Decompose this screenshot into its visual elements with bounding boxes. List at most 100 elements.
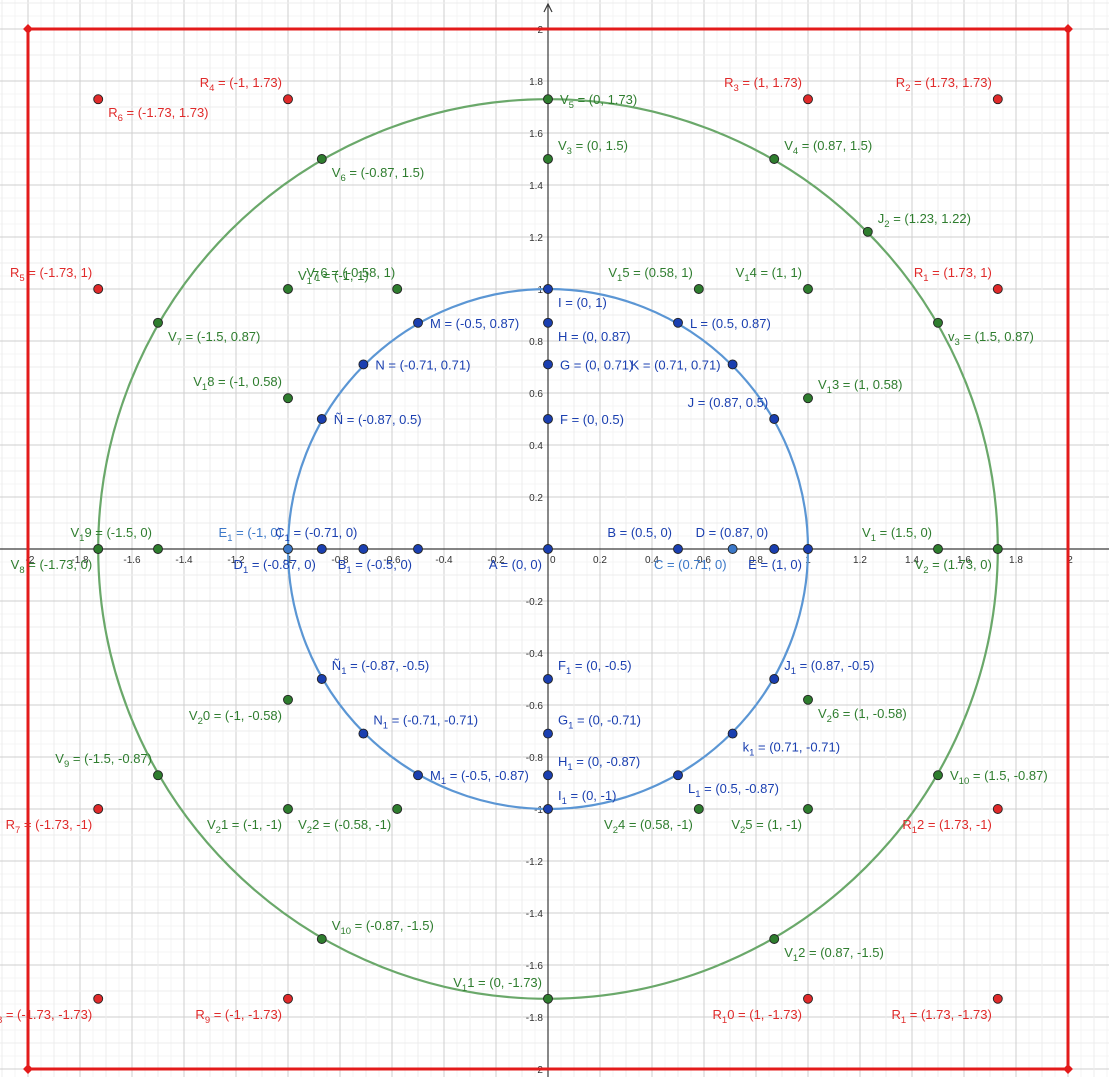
point-subscript: 1 xyxy=(315,273,320,284)
point-blue[interactable] xyxy=(316,414,327,424)
point-green[interactable] xyxy=(693,284,704,294)
point-green[interactable] xyxy=(153,544,163,554)
point-coords: = (1.5, 0) xyxy=(876,525,932,540)
point-green[interactable] xyxy=(862,226,873,237)
point-green[interactable] xyxy=(283,804,293,814)
x-tick-label: -0.8 xyxy=(331,555,349,566)
point-green[interactable] xyxy=(283,284,293,294)
point-label: V16 = (-0.58, 1) xyxy=(306,265,395,284)
point-blue[interactable] xyxy=(543,414,553,424)
point-green[interactable] xyxy=(769,934,780,944)
point-green[interactable] xyxy=(153,317,163,328)
point-blue[interactable] xyxy=(543,728,553,739)
point-blue[interactable] xyxy=(769,414,780,424)
point-blue[interactable] xyxy=(413,317,423,328)
point-blue[interactable] xyxy=(413,544,423,554)
point-subscript: 4 xyxy=(209,83,214,94)
point-blue[interactable] xyxy=(543,544,553,554)
point-blue[interactable] xyxy=(769,544,780,554)
point-blue[interactable] xyxy=(543,284,553,294)
point-blue_light[interactable] xyxy=(727,544,738,554)
point-blue[interactable] xyxy=(543,770,553,781)
point-red[interactable] xyxy=(992,993,1003,1004)
x-tick-label: -1.4 xyxy=(175,555,193,566)
point-green[interactable] xyxy=(933,544,943,554)
point-green[interactable] xyxy=(769,154,780,164)
point-green[interactable] xyxy=(392,284,403,294)
point-blue[interactable] xyxy=(543,674,553,684)
point-label: F1 = (0, -0.5) xyxy=(558,658,632,677)
point-green[interactable] xyxy=(283,694,293,705)
point-name: V xyxy=(298,817,307,832)
point-green[interactable] xyxy=(543,993,553,1004)
point-coords: = (-0.87, 0.5) xyxy=(343,412,421,427)
point-red[interactable] xyxy=(803,94,813,105)
point-blue[interactable] xyxy=(803,544,813,554)
point-red[interactable] xyxy=(992,94,1003,105)
point-red[interactable] xyxy=(93,284,104,294)
point-blue_light[interactable] xyxy=(283,544,293,554)
point-green[interactable] xyxy=(933,317,943,328)
point-green[interactable] xyxy=(316,154,327,164)
point-blue[interactable] xyxy=(673,770,683,781)
point-green[interactable] xyxy=(803,284,813,294)
point-subscript: 1 xyxy=(562,796,567,807)
point-coords: = (-1, 1.73) xyxy=(214,75,282,90)
square-vertex xyxy=(23,1064,33,1074)
point-label: D1 = (-0.87, 0) xyxy=(234,557,316,576)
point-red[interactable] xyxy=(992,804,1003,814)
x-tick-label: -1.8 xyxy=(71,555,89,566)
point-red[interactable] xyxy=(283,993,293,1004)
point-green[interactable] xyxy=(392,804,403,814)
point-blue[interactable] xyxy=(673,317,683,328)
point-green[interactable] xyxy=(803,804,813,814)
point-coords: = (0, 0.5) xyxy=(568,412,624,427)
point-label: H = (0, 0.87) xyxy=(558,329,631,344)
point-blue[interactable] xyxy=(413,770,423,781)
point-blue[interactable] xyxy=(543,804,553,814)
point-red[interactable] xyxy=(93,993,104,1004)
point-blue[interactable] xyxy=(543,317,553,328)
point-green[interactable] xyxy=(153,770,163,781)
point-red[interactable] xyxy=(93,94,104,105)
point-blue[interactable] xyxy=(727,728,738,739)
point-green[interactable] xyxy=(93,544,104,554)
point-green[interactable] xyxy=(693,804,704,814)
point-blue[interactable] xyxy=(769,674,780,684)
point-green[interactable] xyxy=(543,94,553,105)
point-label: Ñ = (-0.87, 0.5) xyxy=(334,412,422,427)
point-blue[interactable] xyxy=(543,359,553,370)
point-label: V4 = (0.87, 1.5) xyxy=(784,138,872,157)
point-subscript: 1 xyxy=(901,1015,906,1026)
point-label: V3 = (0, 1.5) xyxy=(558,138,628,157)
point-blue[interactable] xyxy=(316,544,327,554)
y-tick-label: 1.8 xyxy=(529,77,543,88)
point-green[interactable] xyxy=(803,694,813,705)
point-coords: = (0.87, -0.5) xyxy=(796,658,874,673)
point-green[interactable] xyxy=(933,770,943,781)
square-vertex xyxy=(23,24,33,34)
point-green[interactable] xyxy=(283,393,293,404)
point-name: M xyxy=(430,316,441,331)
point-blue[interactable] xyxy=(358,728,369,739)
point-green[interactable] xyxy=(992,544,1003,554)
point-blue[interactable] xyxy=(727,359,738,370)
point-label: R10 = (1, -1.73) xyxy=(713,1007,802,1026)
point-red[interactable] xyxy=(93,804,104,814)
point-blue[interactable] xyxy=(316,674,327,684)
point-subscript: 4 xyxy=(793,146,798,157)
point-blue[interactable] xyxy=(673,544,683,554)
point-blue[interactable] xyxy=(358,544,369,554)
point-green[interactable] xyxy=(316,934,327,944)
point-green[interactable] xyxy=(543,154,553,164)
point-red[interactable] xyxy=(283,94,293,105)
point-coords: 6 = (-0.58, 1) xyxy=(320,265,395,280)
point-red[interactable] xyxy=(803,993,813,1004)
point-subscript: 1 xyxy=(827,385,832,396)
point-coords: 1 = (0, -1.73) xyxy=(467,975,542,990)
point-name: R xyxy=(195,1007,204,1022)
point-red[interactable] xyxy=(992,284,1003,294)
point-blue[interactable] xyxy=(358,359,369,370)
point-green[interactable] xyxy=(803,393,813,404)
